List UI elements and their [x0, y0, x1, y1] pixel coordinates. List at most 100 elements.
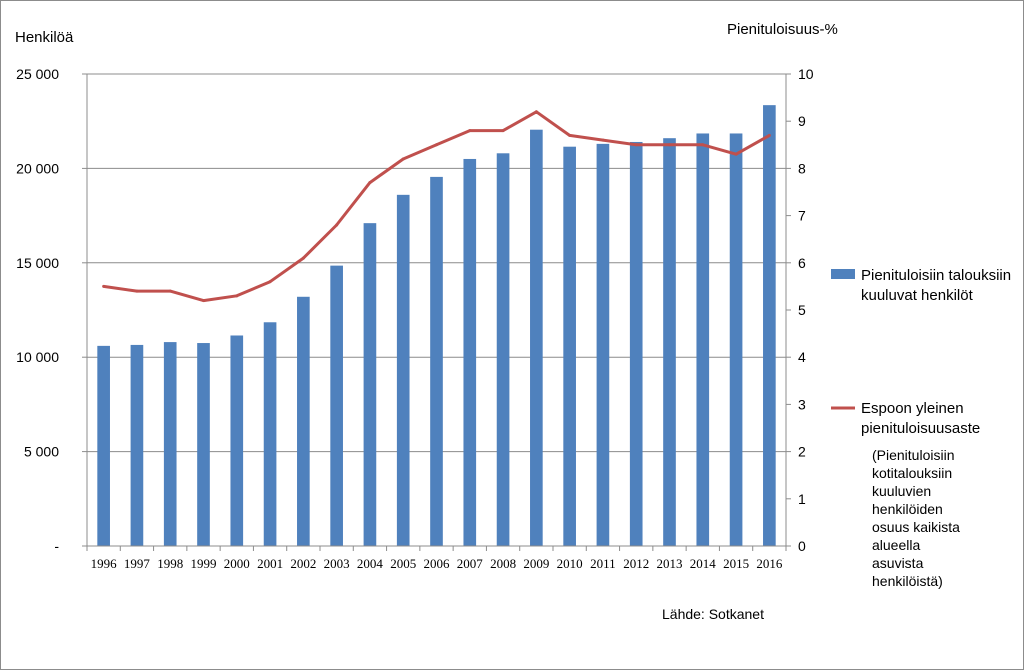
x-tick-label: 2010 [557, 556, 583, 571]
bar-2000 [230, 335, 244, 546]
legend-note-line: (Pienituloisiin [872, 447, 954, 463]
x-tick-label: 2015 [723, 556, 749, 571]
x-tick-label: 2016 [756, 556, 783, 571]
legend-note-line: kotitalouksiin [872, 465, 952, 481]
rate-point-1999 [202, 299, 205, 303]
right-tick-label: 5 [798, 302, 806, 318]
x-tick-label: 2007 [457, 556, 484, 571]
legend-note-line: asuvista [872, 555, 924, 571]
bar-2012 [629, 141, 643, 546]
rate-point-2002 [301, 256, 305, 260]
bar-2002 [297, 296, 310, 546]
bar-2014 [696, 133, 710, 547]
left-tick-label: - [54, 538, 59, 554]
left-tick-label: 25 000 [16, 66, 59, 82]
right-tick-label: 2 [798, 444, 806, 460]
rate-point-2004 [368, 181, 372, 185]
rate-point-1997 [135, 289, 139, 293]
x-tick-label: 2012 [623, 556, 649, 571]
legend-note-line: osuus kaikista [872, 519, 960, 535]
legend-note-line: henkilöistä) [872, 573, 943, 589]
bar-2009 [530, 129, 543, 547]
bar-2013 [663, 138, 676, 546]
rate-point-1996 [102, 284, 106, 288]
right-tick-label: 3 [798, 396, 806, 412]
bar-2003 [330, 265, 343, 546]
rate-point-2012 [634, 143, 638, 147]
right-axis-title: Pienituloisuus-% [727, 21, 838, 38]
rate-point-2009 [534, 110, 538, 114]
x-tick-label: 2003 [324, 556, 350, 571]
x-tick-label: 2013 [657, 556, 683, 571]
bar-2011 [596, 143, 610, 546]
left-tick-label: 10 000 [16, 349, 59, 365]
x-tick-label: 2009 [523, 556, 549, 571]
x-tick-label: 2005 [390, 556, 416, 571]
bar-2015 [729, 133, 743, 547]
bar-series [97, 105, 776, 547]
bar-1996 [97, 345, 110, 546]
x-tick-label: 1999 [191, 556, 217, 571]
left-tick-label: 20 000 [16, 160, 59, 176]
bar-1998 [163, 342, 177, 546]
legend-bar-label: Pienituloisiin talouksiin [861, 267, 1011, 284]
rate-point-2007 [468, 129, 472, 133]
x-tick-label: 1997 [124, 556, 151, 571]
bar-2016 [763, 105, 776, 546]
bar-2008 [496, 153, 510, 546]
right-axis-ticks: 0 1 2 3 4 5 6 7 8 9 10 [798, 66, 814, 554]
bar-1999 [197, 343, 210, 546]
x-tick-label: 2006 [424, 556, 451, 571]
x-tick-label: 1996 [91, 556, 118, 571]
legend-line-label: Espoon yleinen [861, 400, 964, 417]
x-tick-label: 2002 [290, 556, 316, 571]
bar-2006 [430, 176, 443, 546]
rate-point-2016 [767, 133, 771, 137]
legend-note-line: alueella [872, 537, 920, 553]
legend-line-label-line2: pienituloisuusaste [861, 420, 980, 437]
rate-point-2015 [734, 152, 738, 156]
bar-2005 [396, 194, 410, 546]
x-tick-label: 2008 [490, 556, 516, 571]
legend-note-line: kuuluvien [872, 483, 931, 499]
right-tick-label: 10 [798, 66, 814, 82]
legend: Pienituloisiin talouksiin kuuluvat henki… [831, 267, 1011, 589]
rate-point-2014 [701, 143, 705, 147]
bar-2001 [263, 322, 277, 546]
left-axis-ticks: - 5 000 10 000 15 000 20 000 25 000 [16, 66, 59, 554]
right-tick-label: 0 [798, 538, 806, 554]
rate-point-2005 [401, 157, 405, 161]
rate-point-2013 [668, 143, 671, 147]
right-tick-label: 4 [798, 349, 806, 365]
bar-1997 [130, 344, 144, 546]
x-tick-label: 2014 [690, 556, 717, 571]
x-tick-label: 2001 [257, 556, 283, 571]
legend-note-line: henkilöiden [872, 501, 943, 517]
left-axis-title: Henkilöä [15, 29, 74, 46]
right-tick-label: 8 [798, 160, 806, 176]
x-tick-label: 2011 [590, 556, 616, 571]
bar-2010 [563, 146, 576, 547]
right-tick-label: 9 [798, 113, 806, 129]
right-tick-label: 6 [798, 255, 806, 271]
rate-point-2006 [435, 143, 438, 147]
bar-2004 [363, 223, 377, 547]
x-tick-label: 2000 [224, 556, 250, 571]
right-tick-label: 1 [798, 491, 806, 507]
legend-note: (Pienituloisiin kotitalouksiin kuuluvien he… [872, 447, 960, 589]
x-tick-label: 2004 [357, 556, 384, 571]
line-series [102, 110, 771, 303]
left-tick-label: 5 000 [24, 444, 59, 460]
left-tick-label: 15 000 [16, 255, 59, 271]
axes [82, 73, 791, 551]
rate-point-1998 [168, 289, 172, 293]
x-axis-ticks: 1996 1997 1998 1999 2000 2001 2002 2003 2004 2005… [91, 556, 783, 571]
rate-point-2011 [601, 138, 605, 142]
right-tick-label: 7 [798, 208, 806, 224]
rate-point-2001 [268, 280, 272, 284]
legend-bar-label-line2: kuuluvat henkilöt [861, 287, 974, 304]
legend-bar-swatch [831, 269, 855, 279]
rate-point-2008 [501, 129, 505, 133]
